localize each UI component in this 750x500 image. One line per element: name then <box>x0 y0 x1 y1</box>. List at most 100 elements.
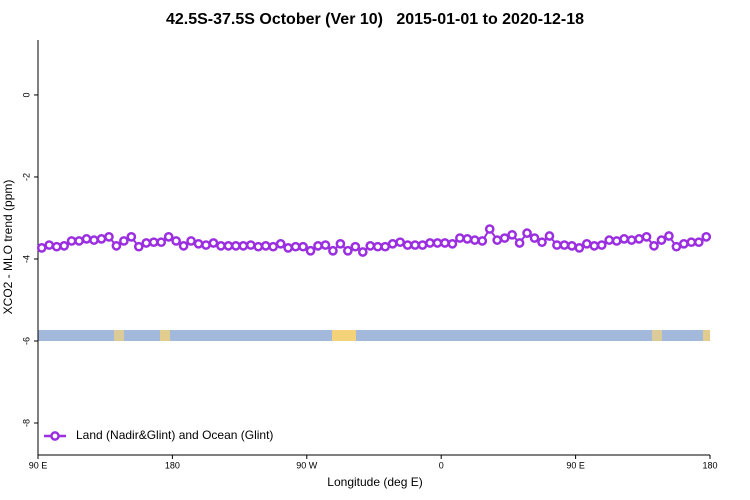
data-point <box>574 243 585 253</box>
data-point <box>484 224 495 234</box>
data-point <box>581 238 592 249</box>
data-point <box>133 241 144 252</box>
data-point <box>74 236 84 246</box>
data-point <box>514 238 525 248</box>
data-point <box>507 229 517 240</box>
data-point <box>387 238 398 249</box>
data-point <box>268 241 279 252</box>
data-point <box>320 240 331 250</box>
data-point <box>529 233 540 243</box>
data-point <box>395 237 405 248</box>
data-point <box>641 231 652 242</box>
y-tick-label: -2 <box>21 173 31 181</box>
data-point <box>664 231 674 241</box>
y-tick-label: -8 <box>21 419 31 427</box>
data-point <box>634 234 644 244</box>
data-point <box>328 245 338 256</box>
y-tick-label: -6 <box>21 337 31 345</box>
data-point <box>701 231 712 242</box>
data-point <box>447 238 458 249</box>
data-point <box>604 235 615 245</box>
y-tick-label: -4 <box>21 255 31 263</box>
data-point <box>559 240 570 250</box>
data-point <box>283 243 293 253</box>
data-point <box>156 237 167 248</box>
data-point <box>178 241 189 251</box>
data-point <box>589 241 600 251</box>
data-point <box>656 235 667 245</box>
data-point <box>231 241 241 251</box>
legend-label: Land (Nadir&Glint) and Ocean (Glint) <box>76 428 273 442</box>
data-point <box>365 241 376 251</box>
legend-marker <box>50 431 60 441</box>
data-point <box>313 241 323 251</box>
data-point <box>552 240 562 250</box>
data-point <box>260 241 271 251</box>
data-point <box>201 240 211 250</box>
data-point <box>186 236 196 246</box>
data-point <box>679 238 689 249</box>
data-point <box>141 238 152 248</box>
data-point <box>44 240 55 250</box>
data-point <box>305 245 316 256</box>
data-point <box>275 238 286 249</box>
data-point <box>119 236 129 246</box>
data-point <box>36 243 47 253</box>
y-tick-label: 0 <box>21 92 31 97</box>
data-point <box>245 240 256 250</box>
data-point <box>238 241 249 251</box>
data-point <box>686 237 697 248</box>
data-point <box>626 235 637 245</box>
x-tick-label: 0 <box>439 460 444 470</box>
data-point <box>469 235 480 245</box>
data-point <box>111 241 122 251</box>
land-patch <box>114 330 124 341</box>
data-point <box>671 241 682 252</box>
data-point <box>649 241 659 251</box>
data-point <box>216 241 226 251</box>
data-point <box>410 240 420 250</box>
data-point <box>253 241 264 252</box>
x-tick-label: 180 <box>165 460 180 470</box>
land-patch <box>160 330 170 341</box>
data-point <box>298 241 308 252</box>
data-point <box>357 247 368 257</box>
data-point <box>223 241 234 251</box>
data-point <box>380 241 391 252</box>
data-point <box>96 234 107 244</box>
data-point <box>51 241 62 252</box>
surface-strip <box>38 330 710 341</box>
data-point <box>417 240 428 250</box>
x-tick-label: 90 E <box>566 460 585 470</box>
data-point <box>163 231 174 242</box>
data-point <box>81 234 92 244</box>
y-axis-label: XCO2 - MLO trend (ppm) <box>1 180 15 315</box>
data-point <box>522 228 532 238</box>
chart-title: 42.5S-37.5S October (Ver 10) 2015-01-01 … <box>166 11 584 28</box>
data-point <box>171 236 181 246</box>
data-point <box>693 237 704 248</box>
ocean-strip <box>38 330 710 341</box>
x-tick-label: 180 <box>702 460 717 470</box>
data-point <box>402 240 413 250</box>
data-point <box>492 235 503 245</box>
data-point <box>611 236 622 246</box>
data-point <box>350 241 361 252</box>
data-point <box>89 235 99 245</box>
data-point <box>59 241 69 251</box>
data-point <box>126 231 137 242</box>
data-point <box>104 231 114 242</box>
data-point <box>343 245 353 256</box>
data-point <box>462 234 473 244</box>
data-point <box>335 238 346 249</box>
data-point <box>440 238 450 248</box>
data-point <box>567 241 577 251</box>
land-patch <box>652 330 662 341</box>
data-point <box>193 238 204 249</box>
x-axis-label: Longitude (deg E) <box>327 475 422 489</box>
data-point <box>619 234 629 244</box>
data-point <box>290 241 301 252</box>
data-point <box>537 237 547 248</box>
x-tick-label: 90 W <box>296 460 318 470</box>
